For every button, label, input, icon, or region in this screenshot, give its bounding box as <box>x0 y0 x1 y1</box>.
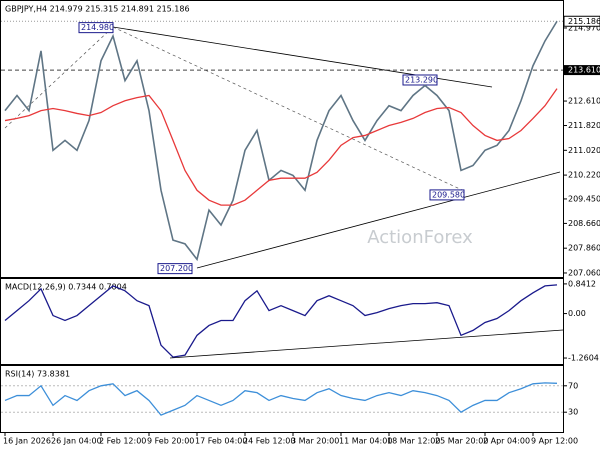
x-tick-label: 2 Apr 04:00 <box>483 437 530 446</box>
y-tick-label: 211.020 <box>568 146 600 155</box>
annotation-box <box>429 189 465 201</box>
y-tick-label: 207.060 <box>568 268 600 277</box>
x-tick-label: 9 Feb 20:00 <box>147 437 194 446</box>
x-tick-label: 11 Mar 04:00 <box>339 437 392 446</box>
y-tick-label: 208.660 <box>568 219 600 228</box>
panel-title: GBPJPY,H4 214.979 215.315 214.891 215.18… <box>5 5 190 14</box>
annotation-box <box>157 263 193 275</box>
y-tick-label: 209.450 <box>568 194 600 203</box>
trend-line <box>169 329 564 359</box>
annotation-box <box>402 74 438 86</box>
x-tick-label: 25 Mar 20:00 <box>435 437 488 446</box>
y-tick-label: 0.00 <box>568 309 586 318</box>
y-tick-label: 214.970 <box>568 23 600 32</box>
x-tick-label: 24 Feb 12:00 <box>243 437 295 446</box>
trend-line <box>112 26 463 191</box>
rsi-panel <box>0 365 564 433</box>
panel-title: RSI(14) 73.8381 <box>5 370 70 379</box>
x-tick-label: 16 Jan 2026 <box>3 437 51 446</box>
y-tick-label: 210.220 <box>568 171 600 180</box>
series-line <box>4 284 558 358</box>
y-tick-label: -1.2604 <box>568 354 599 363</box>
y-tick-label: 211.820 <box>568 121 600 130</box>
y-tick-label: 212.610 <box>568 97 600 106</box>
annotation-label: 207.200 <box>160 264 193 273</box>
series-line <box>4 382 558 416</box>
macd-panel <box>0 278 564 365</box>
y-tick-label: 0.8412 <box>568 279 596 288</box>
series-line <box>4 20 558 262</box>
price-panel <box>0 0 564 278</box>
panel-title: MACD(12,26,9) 0.7344 0.7004 <box>5 283 127 292</box>
trend-line <box>4 26 114 129</box>
trend-line <box>196 171 561 269</box>
y-tick-label: 207.860 <box>568 244 600 253</box>
x-tick-label: 2 Feb 12:00 <box>99 437 146 446</box>
series-line <box>4 88 558 206</box>
x-tick-label: 26 Jan 04:00 <box>51 437 102 446</box>
last-price-label: 215.186 <box>568 17 600 26</box>
level-box <box>564 65 600 76</box>
annotation-box <box>78 22 114 34</box>
annotation-label: 214.980 <box>81 23 114 32</box>
x-tick-label: 17 Feb 04:00 <box>195 437 247 446</box>
level-label: 213.610 <box>568 66 600 75</box>
y-tick-label: 30 <box>568 408 578 417</box>
x-tick-label: 3 Mar 20:00 <box>291 437 339 446</box>
x-tick-label: 9 Apr 12:00 <box>531 437 578 446</box>
watermark: ActionForex <box>367 227 473 248</box>
y-tick-label: 70 <box>568 381 578 390</box>
annotation-label: 209.580 <box>432 190 465 199</box>
annotation-label: 213.290 <box>405 75 438 84</box>
x-tick-label: 18 Mar 12:00 <box>387 437 440 446</box>
last-price-box <box>563 15 600 27</box>
